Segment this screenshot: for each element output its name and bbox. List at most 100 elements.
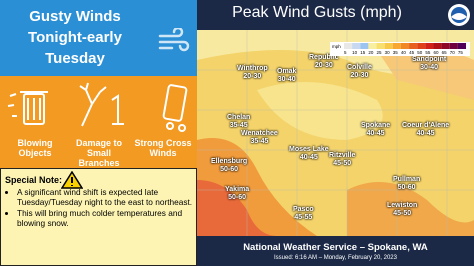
legend-swatch [392,43,401,49]
hazard-icons [7,82,188,132]
title-line: Tonight-early [28,29,122,46]
left-panel: Gusty Winds Tonight-early Tuesday Blowin… [0,0,197,266]
legend-tick: 25 [377,50,383,55]
text: Pullman [393,176,421,183]
legend-swatch [449,43,458,49]
text: Winthrop [237,65,268,72]
text: Coeur d'Alene [402,122,450,129]
text: Chelan [227,114,251,121]
map-panel: Peak Wind Gusts (mph) Winthrop 20-30 Omak… [197,0,474,266]
text: Sandpoint [412,56,447,63]
note-bullets: A significant wind shift is expected lat… [1,187,193,229]
text: 45-50 [393,210,412,217]
noaa-logo [448,4,470,26]
legend-tick: 40 [401,50,407,55]
hazards: Blowing Objects Damage to Small Branches… [0,76,197,168]
text: Wenatchee [241,130,278,137]
text: 20-30 [243,73,262,80]
legend-swatch [352,43,361,49]
legend-swatch [344,43,353,49]
legend-tick: 50 [417,50,423,55]
text: 50-60 [397,184,416,191]
city: Winthrop 20-30 [237,65,268,81]
text: Lewiston [387,202,418,209]
text: Ellensburg [211,158,248,165]
note-title: Special Note: [5,175,63,185]
legend-tick: 15 [360,50,366,55]
legend-tick: 35 [393,50,399,55]
map: Winthrop 20-30 Omak 30-40 Republic 20-30 Co… [197,30,474,236]
text: 35-45 [229,122,248,129]
note-bullet: This will bring much colder temperatures… [17,208,193,228]
city: Yakima 50-60 [225,186,249,202]
city: Spokane 40-45 [361,122,390,138]
legend-swatch [433,43,442,49]
title-box: Gusty Winds Tonight-early Tuesday [0,0,197,76]
legend-swatch [457,43,466,49]
text: Ritzville [329,152,356,159]
text: Colville [347,64,372,71]
city: Coeur d'Alene 40-45 [402,122,449,138]
city: Ritzville 45-50 [329,152,355,168]
legend-tick: 45 [409,50,415,55]
legend-swatch [368,43,377,49]
city: Moses Lake 40-45 [289,146,329,162]
note-bullet: A significant wind shift is expected lat… [17,187,193,207]
legend-tick: 5 [344,50,347,55]
text: Spokane [361,122,391,129]
city: Pasco 45-55 [293,206,314,222]
footer-office: National Weather Service – Spokane, WA [243,242,428,253]
legend-tick: 55 [425,50,431,55]
legend-swatch [409,43,418,49]
city: Republic 20-30 [309,54,339,70]
wind-icon [158,28,190,52]
legend-tick: 60 [433,50,439,55]
special-note: Special Note: A significant wind shift i… [0,168,197,266]
legend-unit: mph [332,44,341,49]
warning-icon [61,171,83,189]
text: 30-40 [277,76,296,83]
city: Ellensburg 50-60 [211,158,247,174]
legend-tick: 10 [352,50,358,55]
text: 30-40 [420,64,439,71]
hazard-label: Strong Cross Winds [134,138,192,158]
city: Pullman 50-60 [393,176,420,192]
legend-tick: 30 [385,50,391,55]
legend-swatch [417,43,426,49]
legend-tick: 70 [450,50,456,55]
legend-swatch [384,43,393,49]
title-line: Tuesday [45,50,105,67]
text: 20-30 [314,62,333,69]
legend-tick: 75 [458,50,464,55]
legend-swatch [376,43,385,49]
hazard-label: Damage to Small Branches [75,138,122,168]
city: Sandpoint 30-40 [412,56,446,72]
text: 50-60 [220,166,239,173]
text: 45-50 [333,160,352,167]
text: Republic [309,54,339,61]
text: Moses Lake [289,146,329,153]
text: 40-45 [366,130,385,137]
text: 40-45 [299,154,318,161]
text: 50-60 [228,194,247,201]
title-line: Gusty Winds [29,8,121,25]
legend-tick: 65 [442,50,448,55]
map-title: Peak Wind Gusts (mph) [232,4,402,21]
text: 45-55 [294,214,313,221]
text: Yakima [225,186,250,193]
map-shading [197,30,474,236]
legend-swatch [425,43,434,49]
legend-tick: 20 [368,50,374,55]
city: Omak 30-40 [277,68,296,84]
hazard-label: Blowing Objects [17,138,53,158]
city: Chelan 35-45 [227,114,250,130]
text: 35-45 [250,138,269,145]
city: Colville 20-30 [347,64,372,80]
legend-swatch [400,43,410,49]
footer-issued: Issued: 6:16 AM – Monday, February 20, 2… [274,255,397,261]
text: 40-45 [416,130,435,137]
city: Lewiston 45-50 [387,202,417,218]
text: 20-30 [350,72,369,79]
legend-swatch [360,43,369,49]
